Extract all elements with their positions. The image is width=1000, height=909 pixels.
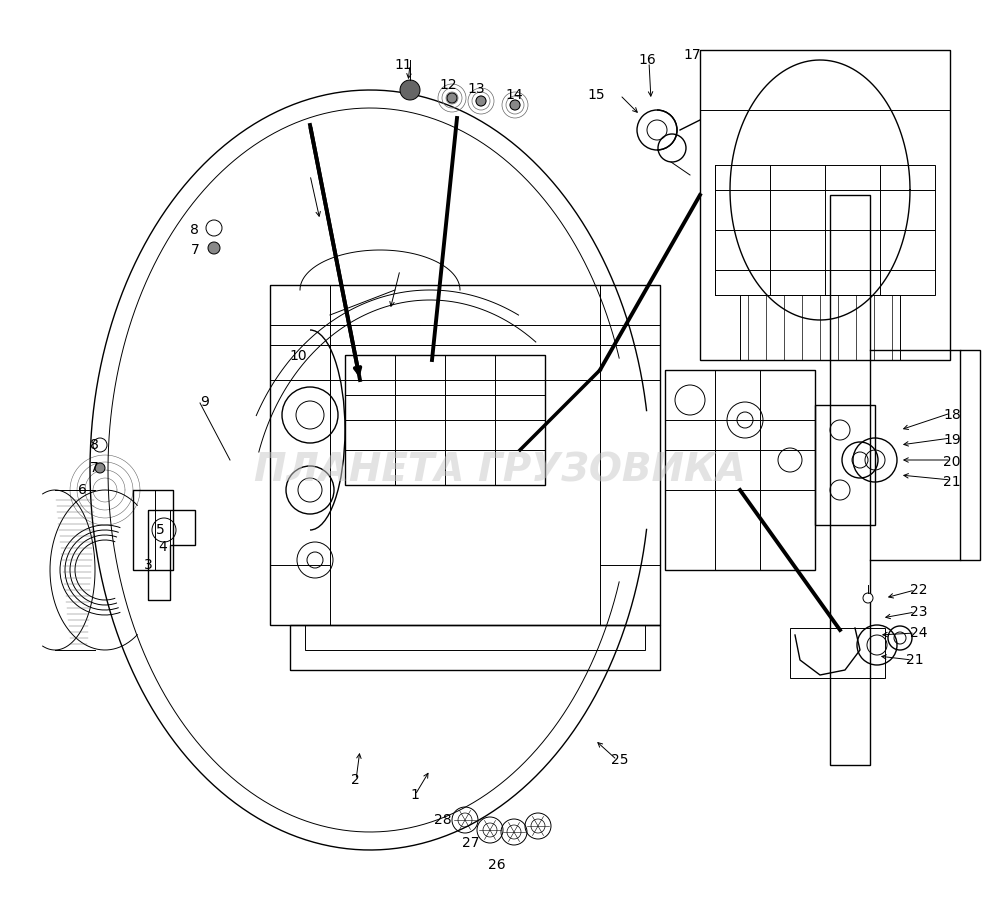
Text: 18: 18 [943,408,961,422]
Text: 15: 15 [587,88,605,102]
Circle shape [510,100,520,110]
Text: 13: 13 [467,82,485,96]
Text: 8: 8 [190,223,198,237]
Bar [960,350,980,560]
Text: 5: 5 [156,523,164,537]
Bar [133,490,173,570]
Bar [830,195,870,765]
Text: 25: 25 [611,753,629,767]
Text: 22: 22 [910,583,928,597]
Text: ПЛАНЕТА ГРУЗОВИКА: ПЛАНЕТА ГРУЗОВИКА [254,451,746,489]
Circle shape [400,80,420,100]
Circle shape [863,593,873,603]
Text: 23: 23 [910,605,928,619]
Text: 8: 8 [90,438,98,452]
Text: 20: 20 [943,455,961,469]
Bar [600,285,660,565]
Text: 4: 4 [159,540,167,554]
Circle shape [208,242,220,254]
Text: 26: 26 [488,858,506,872]
Circle shape [447,93,457,103]
Bar [700,50,950,110]
Text: 17: 17 [683,48,701,62]
Bar [155,490,173,570]
Text: 16: 16 [638,53,656,67]
Text: 12: 12 [439,78,457,92]
Bar [700,50,950,360]
Bar [815,405,875,525]
Text: 2: 2 [351,773,359,787]
Bar [665,370,815,570]
Bar [270,285,660,325]
Bar [290,625,660,670]
Text: 21: 21 [906,653,924,667]
Bar [790,628,885,678]
Text: 27: 27 [462,836,480,850]
Text: 7: 7 [191,243,199,257]
Bar [345,355,545,395]
Circle shape [206,220,222,236]
Bar [270,285,330,565]
Text: 3: 3 [144,558,152,572]
Bar [270,285,660,625]
Circle shape [476,96,486,106]
Text: 6: 6 [78,483,86,497]
Text: 14: 14 [505,88,523,102]
Circle shape [93,438,107,452]
Circle shape [95,463,105,473]
Text: 21: 21 [943,475,961,489]
Bar [740,295,900,360]
Text: 9: 9 [201,395,209,409]
Bar [665,370,815,420]
Text: 10: 10 [289,349,307,363]
Text: 24: 24 [910,626,928,640]
Text: 1: 1 [411,788,419,802]
Text: 19: 19 [943,433,961,447]
Text: 28: 28 [434,813,452,827]
Text: 7: 7 [90,461,98,475]
Text: 11: 11 [394,58,412,72]
Bar [305,625,645,650]
Bar [345,355,545,485]
Bar [148,510,170,600]
Bar [715,165,935,295]
